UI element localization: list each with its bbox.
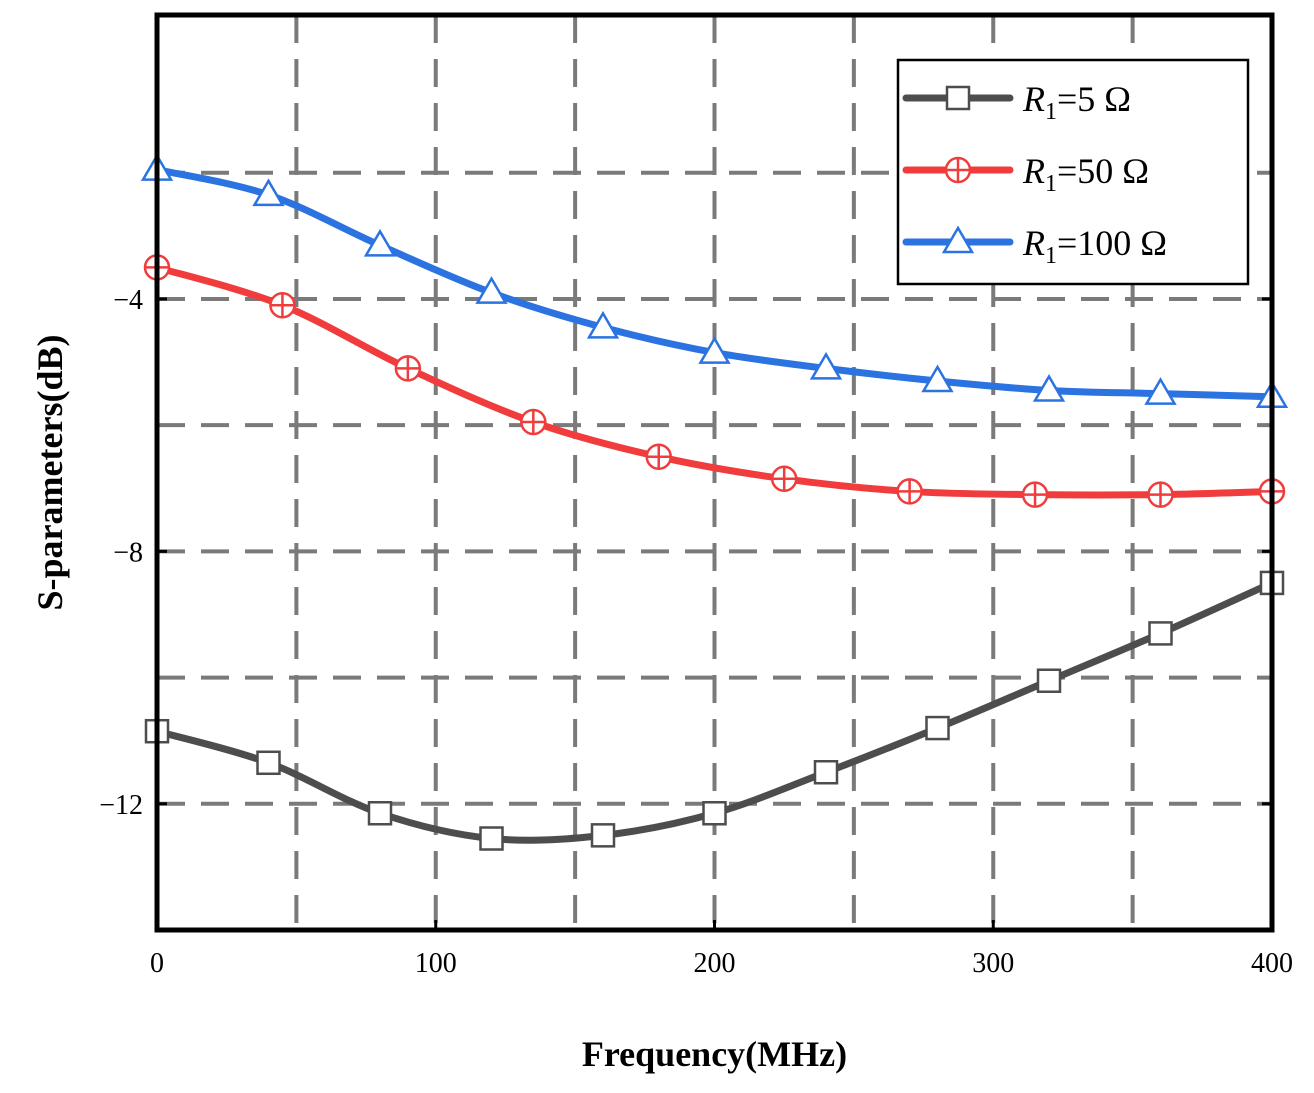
data-point-r5: [479, 826, 504, 851]
data-point-r50: [269, 292, 296, 319]
data-point-r100: [698, 336, 731, 364]
data-point-r50: [1147, 481, 1174, 508]
data-point-r50: [1021, 481, 1049, 508]
legend-item-r5: R1=5 Ω: [902, 79, 1131, 125]
x-tick-label: 100: [415, 948, 457, 979]
data-point-r100: [809, 351, 843, 380]
legend-label: R1=50 Ω: [1022, 151, 1149, 197]
data-point-r5: [367, 801, 393, 826]
data-point-r100: [1032, 373, 1066, 402]
x-tick-label: 300: [972, 948, 1014, 979]
data-point-r100: [921, 364, 954, 393]
y-tick-label: −8: [113, 537, 143, 568]
series-layer: [140, 153, 1289, 851]
y-axis-title: S-parameters(dB): [30, 335, 70, 611]
ticks: 0 100 200 300 400 −4 −8 −12: [99, 285, 1293, 979]
data-point-r5: [702, 801, 727, 826]
legend-marker: [945, 85, 971, 111]
data-point-r50: [520, 408, 547, 436]
data-point-r5: [590, 823, 616, 848]
x-axis-title: Frequency(MHz): [582, 1034, 847, 1074]
series-line-r50: [153, 263, 1276, 499]
data-point-r100: [363, 228, 397, 257]
data-point-r5: [925, 715, 950, 741]
legend-label: R1=100 Ω: [1022, 223, 1167, 269]
y-tick-label: −4: [113, 285, 143, 316]
legend-item-r100: R1=100 Ω: [902, 223, 1167, 269]
data-point-r100: [475, 276, 508, 304]
data-point-r50: [770, 465, 798, 493]
x-tick-label: 0: [150, 948, 164, 979]
legend-marker: [944, 156, 972, 184]
data-point-r5: [256, 750, 281, 776]
data-point-r5: [1036, 668, 1062, 693]
data-point-r100: [252, 178, 285, 207]
legend-marker: [941, 225, 975, 254]
x-tick-label: 200: [694, 948, 736, 979]
legend-item-r50: R1=50 Ω: [902, 151, 1149, 197]
legend: R1=5 Ω R1=50 Ω R1=100 Ω: [896, 58, 1250, 286]
data-point-r100: [1144, 377, 1177, 405]
data-point-r50: [645, 443, 672, 470]
data-point-r50: [394, 355, 422, 382]
data-point-r100: [586, 310, 620, 339]
data-point-r5: [1148, 621, 1173, 646]
data-point-r50: [896, 478, 923, 505]
y-tick-label: −12: [99, 790, 143, 821]
x-tick-label: 400: [1251, 948, 1293, 979]
legend-label: R1=5 Ω: [1022, 79, 1131, 125]
data-point-r5: [813, 759, 839, 785]
